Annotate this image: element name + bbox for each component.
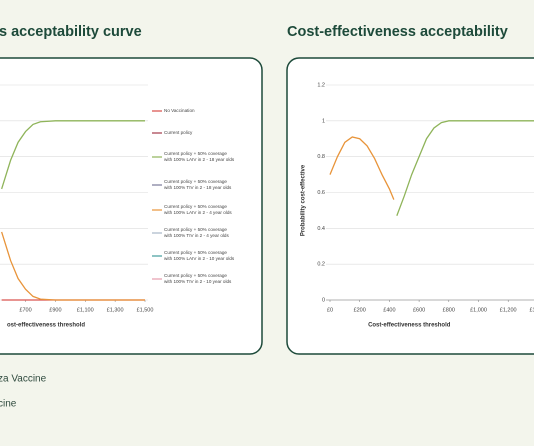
legend-label: No Vaccination — [164, 108, 195, 113]
legend-label: Current policy + 50% coverage with 100% … — [164, 179, 232, 190]
chart-title: s acceptability curve — [0, 24, 142, 40]
legend-label: Current policy + 50% coverage with 100% … — [164, 250, 235, 261]
x-tick-label: £1,500 — [137, 307, 154, 313]
x-tick-label: £700 — [19, 307, 31, 313]
x-tick-label: £0 — [327, 307, 333, 313]
legend-label: Current policy + 50% coverage with 100% … — [164, 204, 232, 215]
x-tick-label: £600 — [413, 307, 425, 313]
legend-label: Current policy — [164, 130, 193, 135]
y-tick-label: 0.4 — [317, 226, 325, 232]
series-line — [329, 136, 395, 200]
legend-label: Current policy + 50% coverage with 100% … — [164, 151, 235, 162]
x-tick-label: £800 — [443, 307, 455, 313]
y-tick-label: 0 — [322, 297, 325, 303]
series-line — [396, 120, 534, 217]
chart-area: 0 0.2 0.4 0.6 0.8 1 1.2 £0 £200 £400 £600 £800 £1,00… — [301, 82, 534, 329]
x-tick-label: £900 — [49, 307, 61, 313]
footer-note: cine — [0, 399, 17, 410]
x-tick-label: £1,200 — [500, 307, 517, 313]
footer-note: za Vaccine — [0, 374, 47, 385]
panel — [0, 57, 263, 355]
x-tick-label: £1,400 — [529, 307, 534, 313]
y-tick-label: 0.2 — [317, 262, 325, 268]
legend-label: Current policy + 50% coverage with 100% … — [164, 227, 229, 238]
x-axis-title: ost-effectiveness threshold — [7, 323, 85, 329]
x-tick-label: £1,000 — [470, 307, 487, 313]
chart-title: Cost-effectiveness acceptability — [287, 24, 508, 40]
legend-label: Current policy + 50% coverage with 100% … — [164, 273, 232, 284]
x-tick-label: £1,100 — [77, 307, 94, 313]
series-line — [1, 120, 145, 190]
x-tick-label: £400 — [383, 307, 395, 313]
y-tick-label: 1.2 — [317, 82, 325, 88]
y-axis-title: Probability cost-effective — [301, 164, 307, 236]
series-line — [1, 231, 145, 301]
y-tick-label: 0.8 — [317, 154, 325, 160]
x-tick-label: £200 — [354, 307, 366, 313]
x-tick-label: £1,300 — [107, 307, 124, 313]
panel — [286, 57, 534, 355]
x-axis-title: Cost-effectiveness threshold — [368, 323, 451, 329]
y-tick-label: 0.6 — [317, 190, 325, 196]
chart-area: 00.20.40.60.811.2£700£900£1,100£1,300£1,… — [0, 84, 235, 329]
y-tick-label: 1 — [322, 118, 325, 124]
